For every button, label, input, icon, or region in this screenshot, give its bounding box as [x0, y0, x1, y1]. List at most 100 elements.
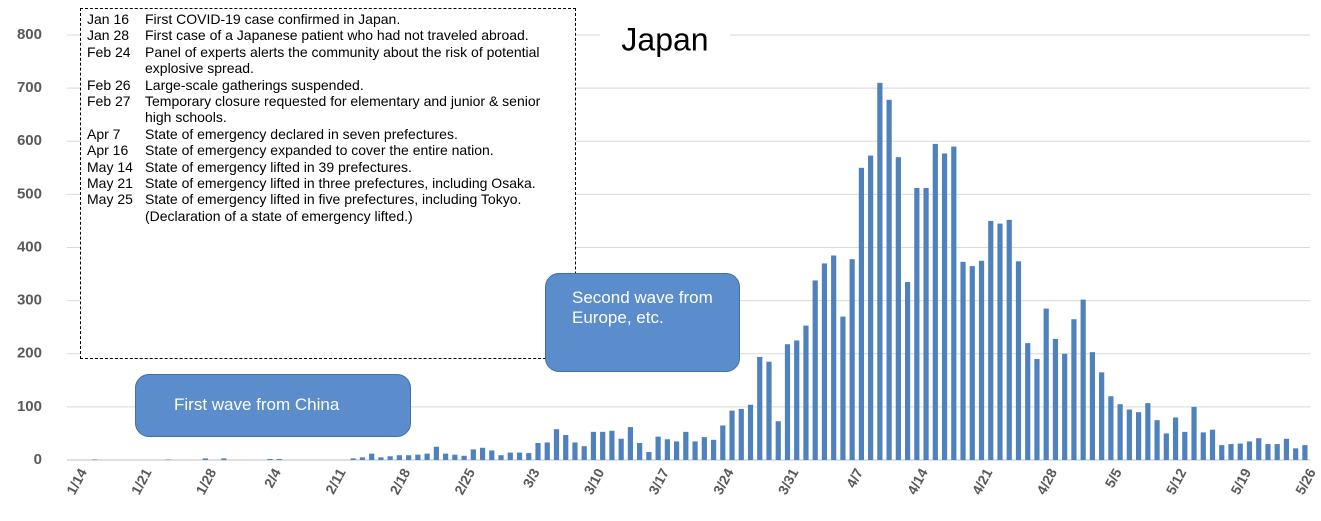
event: Apr 7 State of emergency declared in seve…: [87, 126, 569, 142]
bar: [202, 458, 208, 460]
bar: [1062, 353, 1068, 460]
bar: [1071, 319, 1077, 460]
event: Feb 27 Temporary closure requested for el…: [87, 93, 569, 126]
x-tick-label: 3/3: [519, 465, 542, 490]
bar: [794, 340, 800, 460]
bar: [997, 223, 1003, 460]
event: Feb 26 Large-scale gatherings suspended.: [87, 77, 569, 93]
event-date: Apr 7: [87, 125, 121, 142]
y-tick-label: 300: [17, 292, 42, 309]
x-tick-label: 4/21: [969, 465, 996, 497]
bar: [1136, 412, 1142, 460]
bar: [914, 188, 920, 460]
bar: [443, 453, 449, 460]
event-text: State of emergency lifted in three prefe…: [145, 175, 536, 192]
bar: [775, 421, 781, 460]
bar: [553, 429, 560, 460]
bar: [886, 99, 892, 460]
event: Jan 16 First COVID-19 case confirmed in J…: [87, 11, 569, 27]
bar: [1052, 338, 1059, 460]
bar: [858, 167, 864, 460]
event-text: State of emergency expanded to cover the…: [145, 142, 494, 159]
bar: [692, 441, 698, 460]
bar: [1099, 372, 1105, 460]
x-tick-label: 1/28: [192, 465, 219, 497]
bar: [609, 430, 615, 460]
bar: [747, 404, 754, 460]
bar: [1302, 445, 1308, 460]
bar: [627, 427, 633, 460]
event-date: Feb 26: [87, 76, 131, 93]
bar: [1034, 359, 1040, 460]
bar: [359, 457, 366, 460]
x-tick-label: 5/12: [1163, 465, 1190, 497]
bar: [1182, 431, 1188, 460]
event-date: May 21: [87, 175, 133, 192]
bar: [1117, 404, 1123, 460]
bar: [479, 447, 486, 460]
bar: [683, 431, 689, 460]
bar: [923, 188, 929, 460]
bar: [655, 436, 661, 460]
bar: [1006, 219, 1012, 460]
bar: [951, 146, 957, 460]
event-date: May 25: [87, 191, 133, 208]
x-tick-label: 2/4: [261, 465, 284, 490]
bar: [267, 458, 273, 460]
bar: [165, 459, 171, 460]
bar: [1293, 448, 1299, 460]
y-tick-label: 200: [17, 345, 42, 362]
bar: [461, 455, 467, 460]
event: Feb 24 Panel of experts alerts the commun…: [87, 44, 569, 77]
bar: [563, 435, 569, 460]
bar: [378, 457, 384, 460]
x-tick-label: 4/7: [843, 465, 866, 490]
x-tick-label: 2/11: [322, 465, 349, 496]
y-tick-label: 800: [17, 26, 42, 43]
y-tick-label: 500: [17, 185, 42, 202]
bar: [406, 455, 412, 460]
bar: [1274, 444, 1280, 460]
event-date: Feb 27: [87, 93, 131, 110]
bar: [1015, 261, 1022, 460]
bar: [618, 438, 624, 460]
bar: [1043, 308, 1049, 460]
bar: [988, 220, 994, 460]
bar: [526, 453, 532, 460]
bar: [452, 454, 458, 460]
bar: [1265, 444, 1271, 460]
bar: [415, 454, 421, 460]
y-tick-label: 700: [17, 79, 42, 96]
x-tick-label: 3/17: [645, 465, 672, 497]
event-date: May 14: [87, 158, 133, 175]
bar: [350, 458, 356, 460]
bar: [1108, 396, 1114, 460]
bar: [932, 143, 938, 460]
bar: [757, 356, 763, 460]
bar: [960, 261, 966, 460]
x-tick-label: 1/14: [63, 465, 90, 497]
event-date: Jan 28: [87, 27, 130, 44]
bar: [581, 446, 587, 460]
x-tick-label: 5/26: [1292, 465, 1319, 497]
bar: [1154, 420, 1160, 460]
bar: [1126, 409, 1132, 460]
bar: [803, 325, 809, 460]
bar: [369, 453, 375, 460]
bar: [516, 452, 523, 460]
bar: [1200, 432, 1206, 460]
bar: [895, 157, 901, 460]
bar: [877, 82, 883, 460]
event-date: Feb 24: [87, 43, 131, 60]
bar: [91, 459, 98, 460]
x-tick-label: 5/19: [1227, 465, 1254, 497]
event: Apr 16 State of emergency expanded to cov…: [87, 142, 569, 158]
x-tick-label: 3/24: [710, 465, 737, 497]
callout: Second wave from Europe, etc.: [545, 273, 740, 372]
event-date: Apr 16: [87, 142, 129, 159]
bar: [849, 259, 855, 460]
bar: [1025, 343, 1031, 460]
bar: [784, 344, 791, 460]
y-tick-label: 600: [17, 132, 42, 149]
bar: [498, 455, 504, 460]
